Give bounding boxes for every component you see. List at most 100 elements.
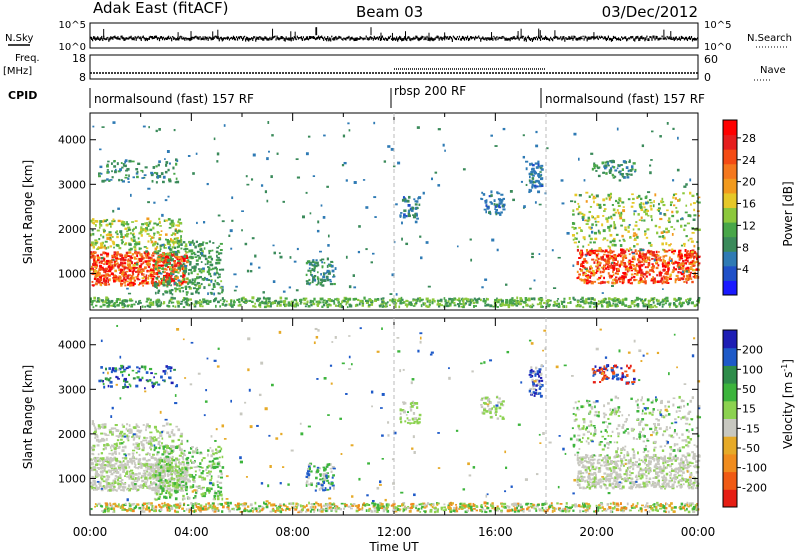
range-cell [348,129,351,132]
range-cell [316,229,320,233]
range-cell [648,510,651,513]
range-cell [627,173,631,176]
noise-sample [465,37,468,41]
range-cell [352,274,355,277]
range-cell [521,508,525,511]
range-cell [167,504,171,507]
range-cell [126,223,129,226]
range-cell [188,285,191,288]
range-cell [681,262,684,265]
range-cell [138,247,141,251]
noise-sample [454,37,456,40]
range-cell [680,224,683,228]
range-cell [234,504,237,506]
range-cell [267,297,271,300]
range-cell [614,175,617,178]
noise-sample [550,36,552,39]
range-cell [323,279,326,282]
noise-sample [495,37,497,41]
range-cell [129,193,132,197]
range-cell [658,273,662,277]
range-cell [143,174,147,177]
range-cell [511,297,514,301]
range-cell [140,281,144,284]
noise-sample [163,38,166,41]
range-cell [251,507,254,510]
range-cell [198,270,202,273]
noise-sample [566,37,568,40]
range-cell [533,184,537,188]
range-cell [623,275,627,279]
noise-traces [90,27,699,42]
range-cell [538,182,541,185]
range-cell [313,502,316,506]
range-cell [344,297,348,301]
range-cell [532,174,535,177]
range-cell [167,262,170,265]
noise-sample [560,36,562,39]
range-cell [656,254,660,257]
range-cell [608,216,610,219]
noise-sample [402,38,404,41]
range-cell [330,264,334,268]
range-cell [200,254,205,257]
range-cell [197,508,200,511]
noise-sample [355,37,357,41]
range-cell [436,299,440,302]
range-cell [105,301,109,305]
range-cell [501,204,504,208]
range-cell [659,279,662,283]
range-cell [118,301,123,305]
range-cell [618,253,621,257]
range-cell [117,207,120,210]
range-cell [665,242,668,246]
range-cell [656,274,659,277]
range-cell [413,198,416,201]
range-cell [122,274,125,278]
range-cell [106,163,109,166]
range-cell [109,503,112,507]
range-cell [672,127,675,130]
range-cell [91,253,95,256]
noise-sample [147,38,149,40]
range-cell [344,503,348,507]
range-cell [90,243,93,247]
range-cell [204,257,208,261]
range-cell [102,259,106,262]
range-cell [215,261,218,265]
range-cell [117,219,121,223]
range-cell [693,214,697,217]
noise-sample [143,37,145,40]
range-cell [683,280,686,283]
range-cell [600,249,604,253]
range-cell [539,177,543,181]
power-ylabel: Slant Range [km] [21,160,35,264]
range-cell [364,503,367,507]
range-cell [173,262,177,265]
range-cell [295,505,298,509]
range-cell [605,197,608,200]
range-cell [390,147,394,151]
range-cell [642,202,645,206]
noise-sample [91,36,93,41]
range-cell [105,260,109,263]
noise-sample [693,37,696,41]
range-cell [661,299,665,302]
range-cell [207,292,209,296]
range-cell [594,259,598,262]
range-cell [468,507,472,510]
range-cell [179,290,182,293]
range-cell [320,278,323,282]
range-cell [438,300,441,302]
range-cell [573,227,576,230]
range-cell [585,298,588,301]
range-cell [576,248,580,252]
range-cell [100,261,103,265]
range-cell [625,160,628,164]
range-cell [174,278,178,281]
noise-sample [286,38,288,41]
range-cell [138,241,141,244]
range-cell [657,251,660,253]
range-cell [172,232,175,235]
range-cell [638,297,641,300]
